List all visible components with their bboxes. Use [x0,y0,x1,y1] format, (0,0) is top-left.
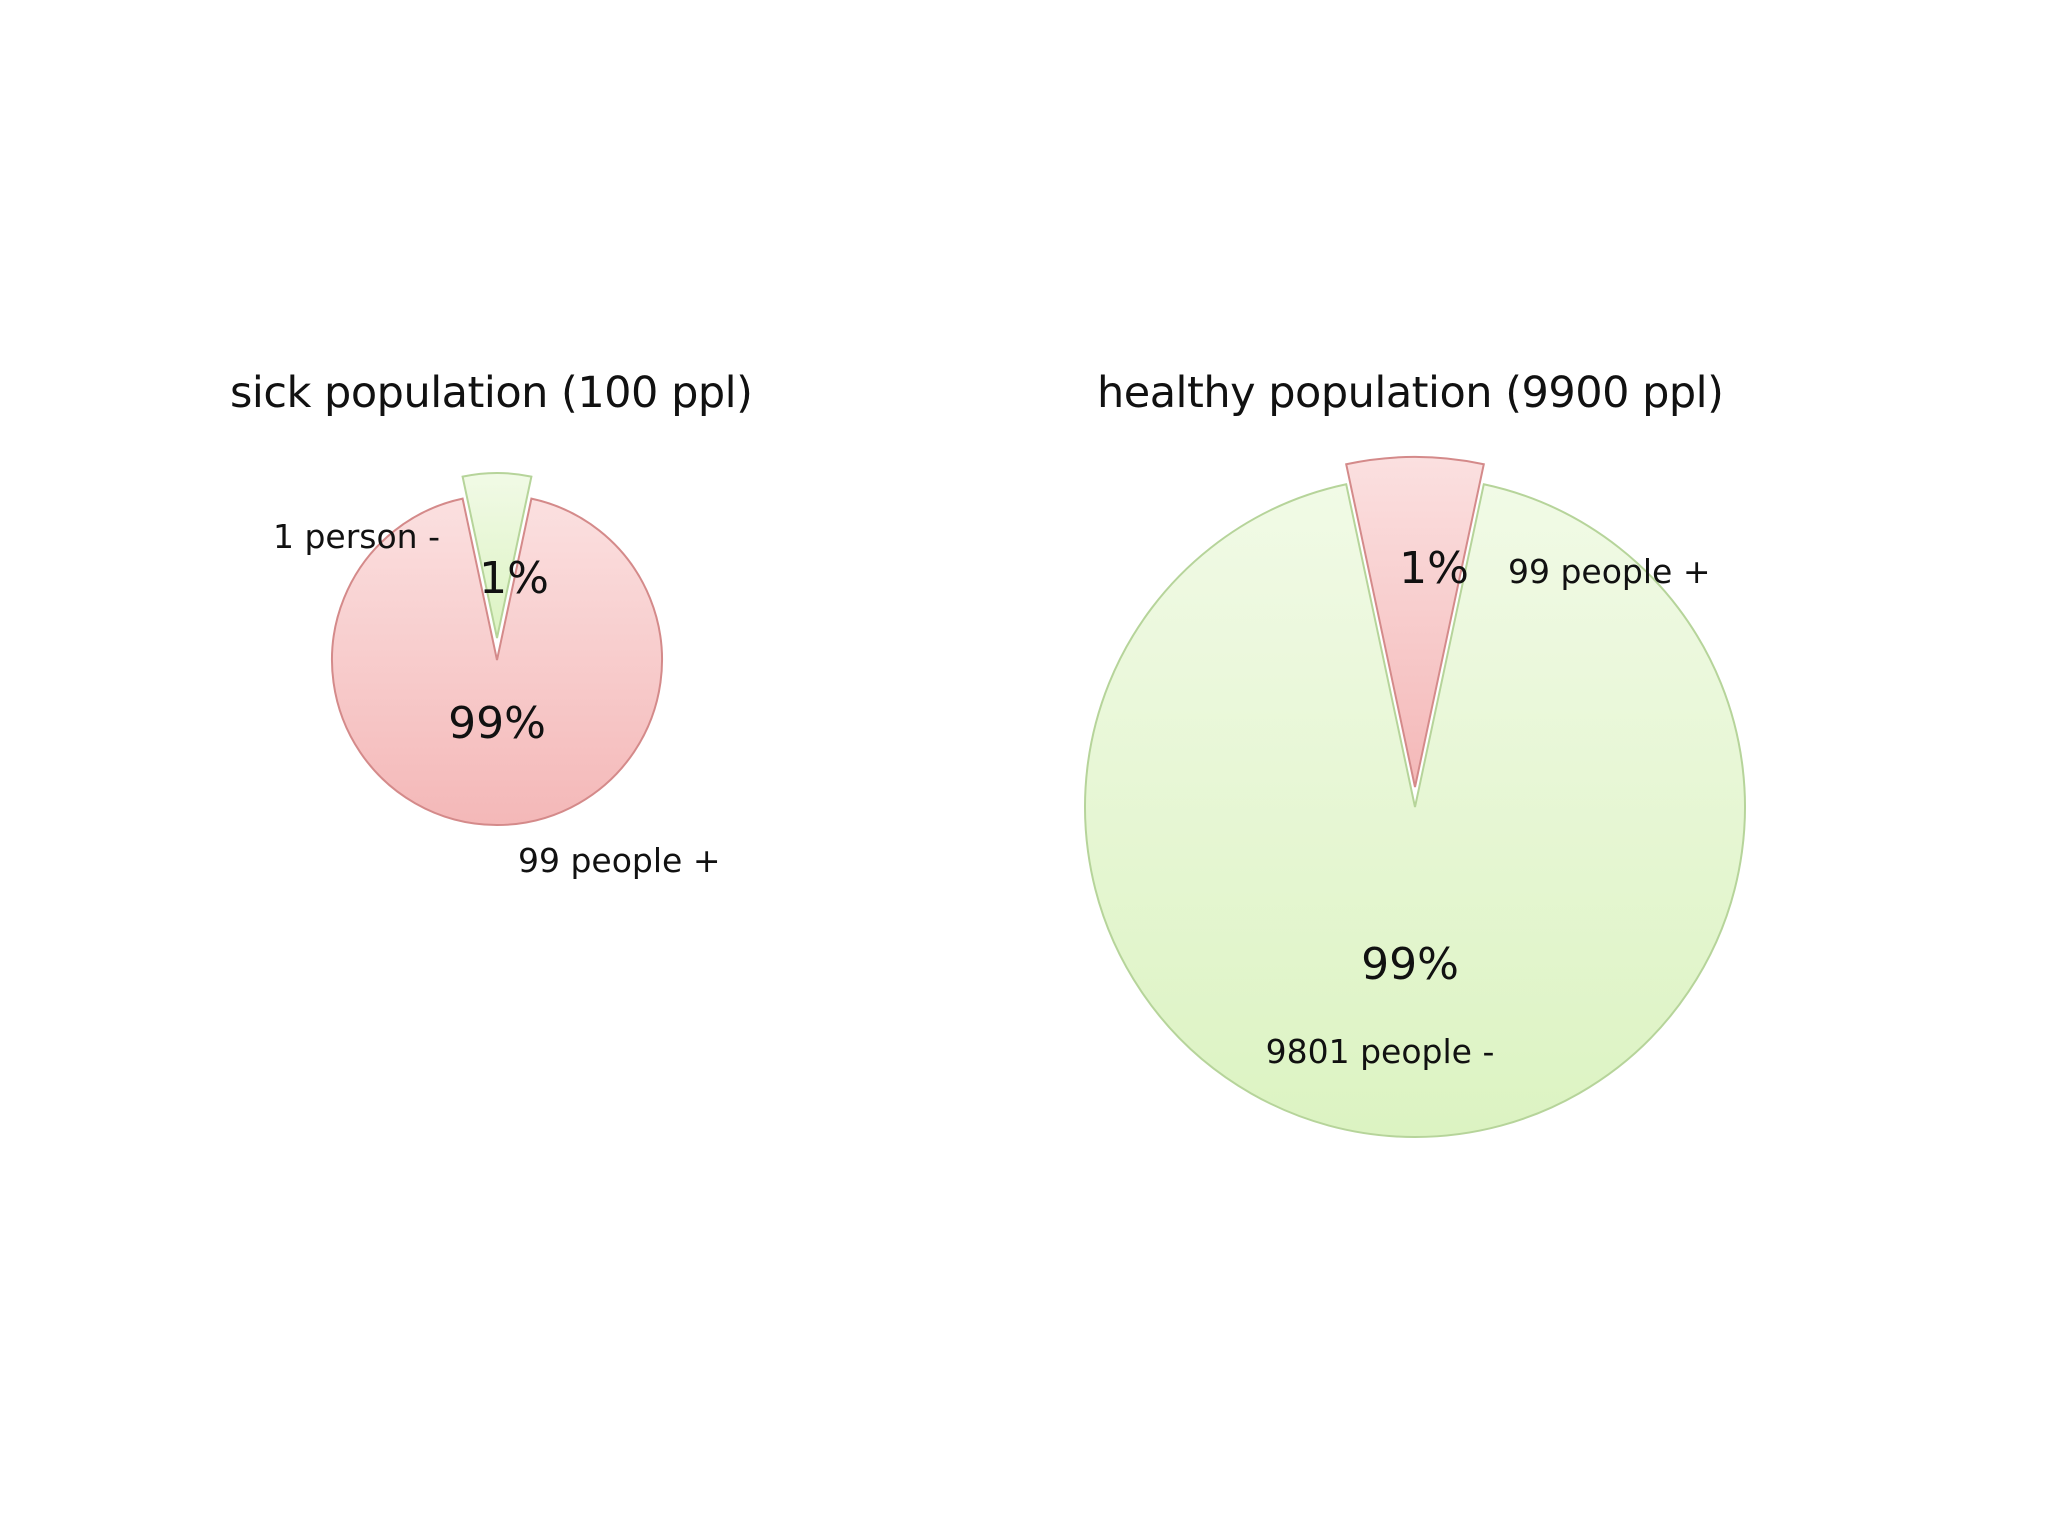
sick-annotation-negative: 1 person - [273,517,440,556]
sick-pct-label-negative: 1% [479,553,549,604]
sick-population-chart-title: sick population (100 ppl) [230,368,753,418]
healthy-pie-slice-negative [1084,483,1746,1139]
sick-pct-label-positive: 99% [448,698,546,749]
healthy-pie-slice-positive [1345,456,1485,788]
sick-pie-slice-positive [331,497,663,826]
healthy-pct-label-positive: 1% [1399,543,1469,594]
healthy-pct-label-negative: 99% [1361,939,1459,990]
healthy-annotation-positive: 99 people + [1508,552,1710,591]
healthy-annotation-negative: 9801 people - [1266,1032,1495,1071]
healthy-population-chart-title: healthy population (9900 ppl) [1097,368,1724,418]
sick-pie-slice-negative [461,472,533,639]
sick-population-pie: 99% 1% 99 people + 1 person - [273,472,720,880]
healthy-population-pie: 99% 1% 9801 people - 99 people + [1084,456,1746,1139]
sick-annotation-positive: 99 people + [518,841,720,880]
